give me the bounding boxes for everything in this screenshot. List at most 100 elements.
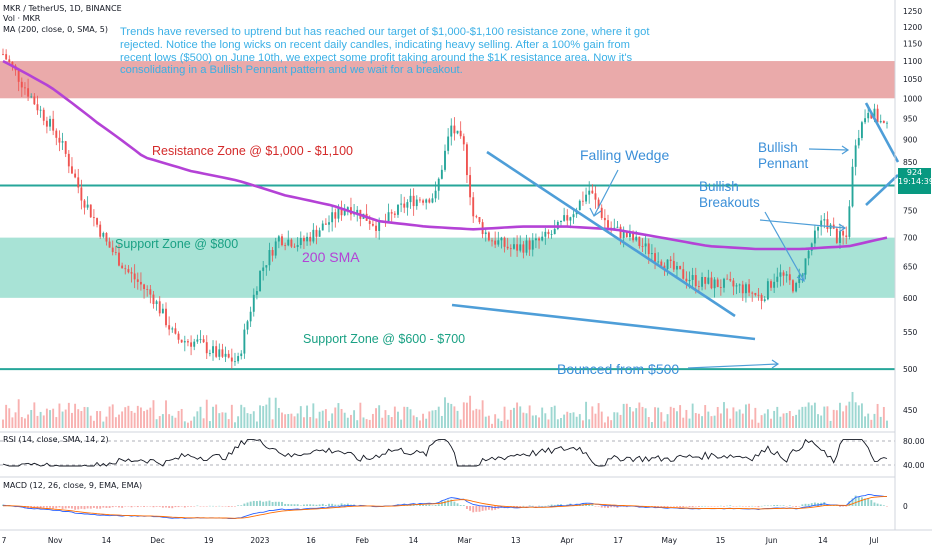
macd-hist-bar xyxy=(735,506,738,507)
candle xyxy=(5,49,8,61)
volume-bar xyxy=(334,407,337,428)
volume-bar xyxy=(635,408,638,428)
volume-bar xyxy=(425,418,428,428)
volume-bar xyxy=(80,411,83,428)
macd-hist-bar xyxy=(459,505,462,506)
macd-hist-bar xyxy=(36,506,39,508)
volume-bar xyxy=(52,408,55,428)
volume-bar xyxy=(183,421,186,428)
macd-hist-bar xyxy=(848,501,851,506)
time-tick: 13 xyxy=(511,536,521,545)
volume-bar xyxy=(30,409,33,428)
candle xyxy=(741,280,744,302)
volume-bar xyxy=(20,417,23,428)
macd-hist-bar xyxy=(807,503,810,506)
candle xyxy=(77,168,80,194)
volume-bar xyxy=(346,417,349,428)
candle xyxy=(807,248,810,266)
macd-hist-bar xyxy=(287,504,290,506)
candle xyxy=(230,348,233,369)
volume-bar xyxy=(243,407,246,428)
volume-bar xyxy=(74,403,77,428)
candle xyxy=(155,299,158,311)
volume-bar xyxy=(187,422,189,428)
volume-legend: Vol · MKR xyxy=(3,14,41,23)
macd-hist-bar xyxy=(773,505,776,506)
volume-bar xyxy=(481,400,484,428)
macd-hist-bar xyxy=(27,506,30,509)
candle xyxy=(707,269,710,285)
volume-bar xyxy=(569,412,572,428)
candle xyxy=(835,226,838,245)
price-tick: 650 xyxy=(903,263,918,272)
candle xyxy=(641,238,644,253)
volume-bar xyxy=(165,400,167,428)
volume-bar xyxy=(826,406,829,428)
macd-hist-bar xyxy=(506,506,509,509)
macd-hist-bar xyxy=(299,505,302,506)
volume-bar xyxy=(61,411,64,428)
candle xyxy=(237,352,240,364)
candle xyxy=(528,237,531,256)
macd-hist-bar xyxy=(221,506,224,507)
macd-hist-bar xyxy=(550,504,553,506)
macd-hist-bar xyxy=(757,506,760,508)
price-axis[interactable]: 1250120011501100105010009509008508007507… xyxy=(903,7,922,415)
macd-hist-bar xyxy=(143,506,146,507)
macd-hist-bar xyxy=(801,504,804,506)
macd-hist-bar xyxy=(864,498,867,506)
candle xyxy=(763,295,766,303)
macd-hist-bar xyxy=(202,506,205,507)
candle xyxy=(27,78,30,101)
volume-bar xyxy=(560,418,562,428)
candle xyxy=(497,231,500,247)
candle xyxy=(243,323,246,359)
candle xyxy=(795,281,798,293)
candle xyxy=(462,133,465,151)
volume-bar xyxy=(42,415,45,428)
volume-bar xyxy=(860,403,863,428)
macd-hist-bar xyxy=(547,505,550,506)
macd-hist-bar xyxy=(867,498,870,506)
macd-hist-bar xyxy=(437,504,440,506)
candle xyxy=(212,340,214,361)
price-tick: 1150 xyxy=(903,40,922,49)
candle xyxy=(773,273,776,293)
candle xyxy=(281,233,283,247)
macd-hist-bar xyxy=(472,506,475,513)
falling-wedge-label: Falling Wedge xyxy=(580,147,670,163)
macd-hist-bar xyxy=(792,506,794,507)
macd-hist-bar xyxy=(139,506,142,507)
candle xyxy=(96,217,98,228)
volume-bar xyxy=(64,409,67,428)
macd-hist-bar xyxy=(519,506,522,507)
rsi-legend: RSI (14, close, SMA, 14, 2) xyxy=(3,435,109,444)
volume-bar xyxy=(691,403,694,428)
candle xyxy=(685,271,688,289)
candle xyxy=(149,285,152,304)
macd-hist-bar xyxy=(845,506,848,507)
macd-hist-bar xyxy=(337,504,340,506)
volume-bar xyxy=(870,419,873,428)
macd-hist-bar xyxy=(45,506,48,508)
current-price-badge[interactable]: 924 19:14:39 xyxy=(898,168,932,194)
volume-bar xyxy=(845,405,848,428)
macd-hist-bar xyxy=(208,505,211,507)
volume-bar xyxy=(284,414,287,428)
volume-bar xyxy=(694,413,697,428)
volume-bar xyxy=(447,402,450,428)
ma-legend: MA (200, close, 0, SMA, 5) xyxy=(3,25,109,34)
candle xyxy=(594,186,597,209)
candle xyxy=(92,209,95,227)
volume-bar xyxy=(744,404,747,428)
candle xyxy=(196,334,199,344)
time-axis[interactable]: 7 Nov 14 Dec 19 2023 16 Feb 14 Mar 13 Apr 17 May 15 Jun… xyxy=(2,536,879,545)
volume-bar xyxy=(500,421,503,428)
macd-hist-bar xyxy=(860,497,863,506)
volume-bar xyxy=(616,412,619,428)
candle xyxy=(766,278,769,301)
macd-hist-bar xyxy=(92,506,95,508)
macd-hist-bar xyxy=(785,506,788,507)
volume-bar xyxy=(704,405,707,428)
